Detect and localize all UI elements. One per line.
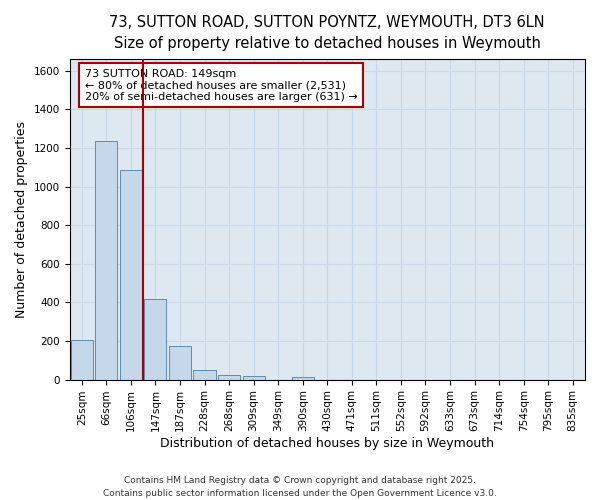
Bar xyxy=(169,346,191,380)
Title: 73, SUTTON ROAD, SUTTON POYNTZ, WEYMOUTH, DT3 6LN
Size of property relative to d: 73, SUTTON ROAD, SUTTON POYNTZ, WEYMOUTH… xyxy=(109,15,545,51)
Bar xyxy=(120,170,142,380)
Bar xyxy=(95,141,118,380)
Bar xyxy=(292,376,314,380)
Bar xyxy=(218,375,240,380)
Y-axis label: Number of detached properties: Number of detached properties xyxy=(15,121,28,318)
Text: 73 SUTTON ROAD: 149sqm
← 80% of detached houses are smaller (2,531)
20% of semi-: 73 SUTTON ROAD: 149sqm ← 80% of detached… xyxy=(85,68,358,102)
Bar xyxy=(71,340,93,380)
Bar xyxy=(242,376,265,380)
Text: Contains HM Land Registry data © Crown copyright and database right 2025.
Contai: Contains HM Land Registry data © Crown c… xyxy=(103,476,497,498)
Bar xyxy=(193,370,215,380)
Bar xyxy=(145,300,166,380)
X-axis label: Distribution of detached houses by size in Weymouth: Distribution of detached houses by size … xyxy=(160,437,494,450)
